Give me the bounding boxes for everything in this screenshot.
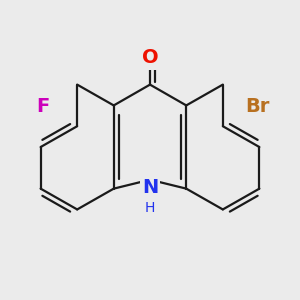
Text: Br: Br <box>245 97 270 116</box>
Text: N: N <box>142 178 158 197</box>
Text: O: O <box>142 48 158 68</box>
Text: H: H <box>145 201 155 215</box>
Text: F: F <box>36 97 49 116</box>
